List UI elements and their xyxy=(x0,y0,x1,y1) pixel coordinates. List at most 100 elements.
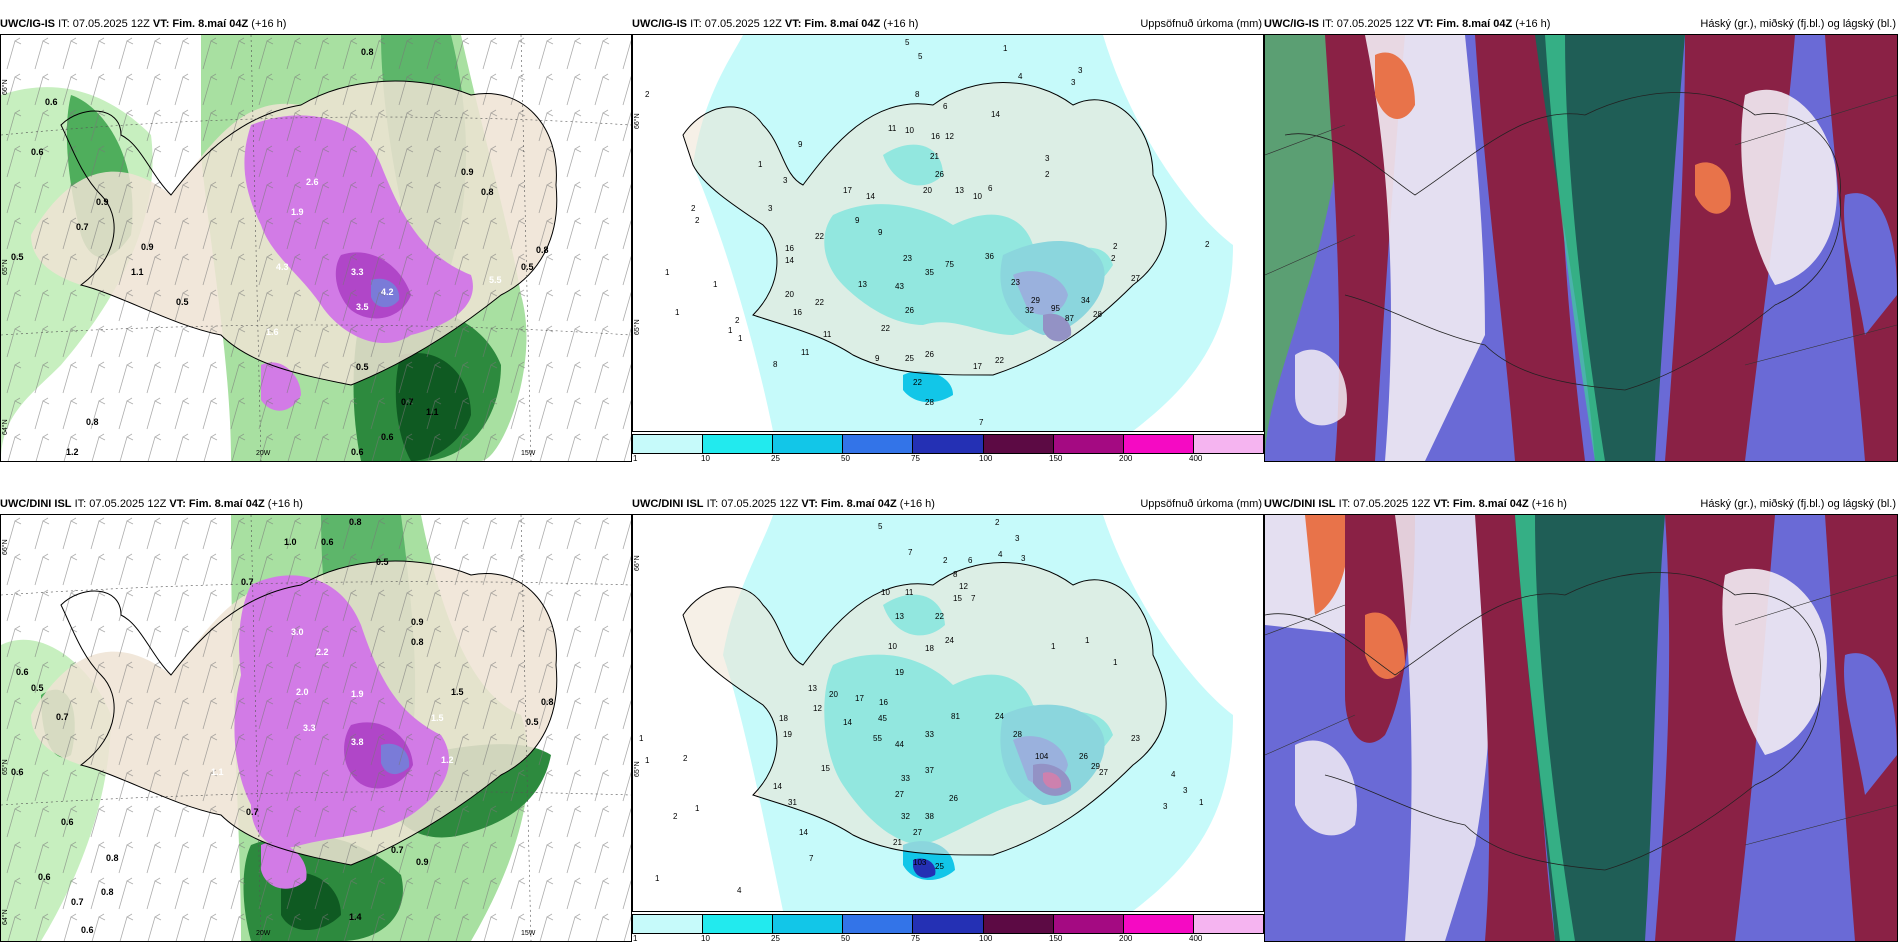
map-precip-rate-wind[interactable]: 0.6 0.6 0.9 0.8 0.7 0.5 0.5 1.1 0.9 2.6 … xyxy=(0,34,632,462)
precip-label: 15 xyxy=(821,764,830,773)
precip-label: 8 xyxy=(773,360,778,369)
map-cloud-cover[interactable] xyxy=(1264,514,1898,942)
precip-label: 3 xyxy=(1078,66,1083,75)
lon-label: 15W xyxy=(521,930,536,937)
colorbar-segment xyxy=(1123,915,1194,933)
precip-label: 16 xyxy=(793,308,802,317)
map-precip-rate-wind[interactable]: 1.0 0.6 0.8 0.5 0.7 1.5 2.0 3.3 3.0 2.2 … xyxy=(0,514,632,942)
map-canvas: 5 2 3 7 6 4 3 2 8 12 10 11 13 22 18 1 24… xyxy=(633,515,1263,911)
prate-label: 1.1 xyxy=(426,407,439,417)
precip-label: 22 xyxy=(881,324,890,333)
prate-label: 1.5 xyxy=(431,713,444,723)
precip-label: 14 xyxy=(843,718,852,727)
precip-label: 4 xyxy=(1171,770,1176,779)
precip-label: 28 xyxy=(1093,310,1102,319)
map-accumulated-precip[interactable]: 5 2 3 7 6 4 3 2 8 12 10 11 13 22 18 1 24… xyxy=(632,514,1264,912)
colorbar-tick: 25 xyxy=(771,454,780,463)
precip-label: 5 xyxy=(878,522,883,531)
prate-label: 0.8 xyxy=(536,245,549,255)
precip-label: 1 xyxy=(645,756,650,765)
panel-header: UWC/DINI ISL IT: 07.05.2025 12Z VT: Fim.… xyxy=(0,494,634,514)
colorbar-segment xyxy=(843,915,914,933)
precip-label: 11 xyxy=(801,348,810,357)
valid-time: Fim. 8.maí 04Z xyxy=(188,498,265,510)
precip-label: 2 xyxy=(691,204,696,213)
prate-label: 0.6 xyxy=(45,97,58,107)
precip-label: 8 xyxy=(953,570,958,579)
precip-label: 17 xyxy=(843,186,852,195)
precip-label: 28 xyxy=(925,398,934,407)
precip-labels: 5 5 1 4 3 3 8 6 14 11 10 16 12 2 9 1 3 3… xyxy=(645,38,1210,427)
lead-time: (+16 h) xyxy=(899,498,935,510)
precip-label: 15 xyxy=(953,594,962,603)
precip-label: 4 xyxy=(737,886,742,895)
precip-label: 20 xyxy=(923,186,932,195)
precip-colorbar xyxy=(632,434,1264,454)
panel-bottom-left: UWC/DINI ISL IT: 07.05.2025 12Z VT: Fim.… xyxy=(0,494,634,944)
colorbar-tick: 1 xyxy=(633,454,638,463)
prate-label: 0.7 xyxy=(76,222,89,232)
colorbar-tick: 1 xyxy=(633,934,638,943)
precip-label: 3 xyxy=(1163,802,1168,811)
prate-label: 1.1 xyxy=(131,267,144,277)
precip-label: 1 xyxy=(639,734,644,743)
precip-label: 26 xyxy=(905,306,914,315)
map-accumulated-precip[interactable]: 5 5 1 4 3 3 8 6 14 11 10 16 12 2 9 1 3 3… xyxy=(632,34,1264,432)
precip-label: 2 xyxy=(1045,170,1050,179)
colorbar-tick: 400 xyxy=(1189,934,1203,943)
lon-label: 20W xyxy=(256,450,271,457)
precip-label: 21 xyxy=(930,152,939,161)
precip-label: 10 xyxy=(973,192,982,201)
valid-label: VT: xyxy=(1433,498,1450,510)
valid-label: VT: xyxy=(784,18,802,30)
model-name: UWC/DINI ISL xyxy=(632,498,704,510)
colorbar-tick: 200 xyxy=(1119,934,1133,943)
prate-label: 0.9 xyxy=(411,617,424,627)
valid-time: Fim. 8.maí 04Z xyxy=(820,498,897,510)
precip-label: 4 xyxy=(1018,72,1023,81)
prate-label: 0.6 xyxy=(16,667,29,677)
colorbar-segment xyxy=(983,915,1054,933)
precip-label: 1 xyxy=(665,268,670,277)
lat-label: 66°N xyxy=(633,113,641,129)
precip-label: 27 xyxy=(1131,274,1140,283)
precip-label: 7 xyxy=(908,548,913,557)
colorbar-segment xyxy=(633,915,704,933)
precip-label: 1 xyxy=(758,160,763,169)
colorbar-segment xyxy=(983,435,1054,453)
prate-label: 3.5 xyxy=(356,302,369,312)
prate-label: 2.2 xyxy=(316,647,329,657)
precip-label: 1 xyxy=(675,308,680,317)
precip-colorbar xyxy=(632,914,1264,934)
precip-label: 7 xyxy=(979,418,984,427)
prate-label: 0.7 xyxy=(391,845,404,855)
lat-label: 65°N xyxy=(1,759,9,775)
prate-label: 0.8 xyxy=(361,47,374,57)
precip-label: 24 xyxy=(945,636,954,645)
lat-label: 66°N xyxy=(633,555,641,571)
precip-label: 43 xyxy=(895,282,904,291)
precip-label: 23 xyxy=(1011,278,1020,287)
prate-label: 1.2 xyxy=(66,447,79,457)
panel-bottom-right: UWC/DINI ISL IT: 07.05.2025 12Z VT: Fim.… xyxy=(1264,494,1900,944)
precip-label: 6 xyxy=(988,184,993,193)
precip-label: 11 xyxy=(823,330,832,339)
valid-label: VT: xyxy=(801,498,818,510)
precip-label: 26 xyxy=(925,350,934,359)
colorbar-tick: 150 xyxy=(1049,454,1063,463)
precip-label: 10 xyxy=(881,588,890,597)
precip-label: 14 xyxy=(773,782,782,791)
map-canvas xyxy=(1265,35,1897,461)
map-cloud-cover[interactable] xyxy=(1264,34,1898,462)
precip-label: 11 xyxy=(888,124,897,133)
map-canvas: 5 5 1 4 3 3 8 6 14 11 10 16 12 2 9 1 3 3… xyxy=(633,35,1263,431)
precip-label: 14 xyxy=(991,110,1000,119)
precip-label: 11 xyxy=(905,588,914,597)
lead-time: (+16 h) xyxy=(883,18,919,30)
init-time: IT: 07.05.2025 12Z xyxy=(706,498,799,510)
precip-label: 2 xyxy=(683,754,688,763)
precip-label: 3 xyxy=(1071,78,1076,87)
prate-label: 0.5 xyxy=(376,557,389,567)
precip-label: 25 xyxy=(905,354,914,363)
prate-label: 3.3 xyxy=(351,267,364,277)
